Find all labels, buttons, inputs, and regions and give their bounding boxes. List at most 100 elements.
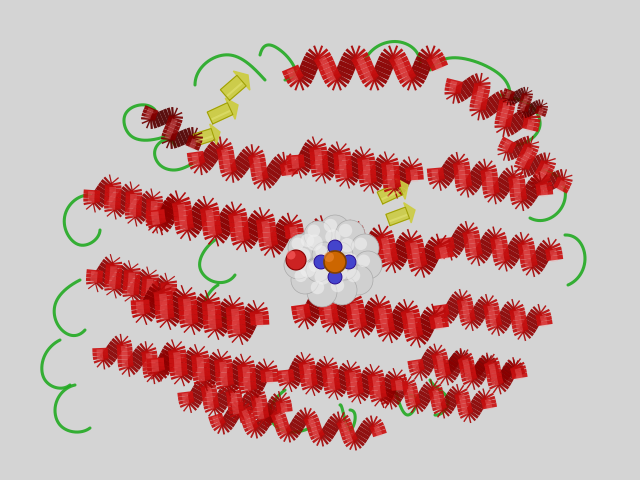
Polygon shape [485, 314, 500, 320]
Polygon shape [333, 156, 351, 161]
Polygon shape [402, 74, 417, 88]
Polygon shape [211, 402, 225, 413]
Polygon shape [282, 371, 289, 376]
Polygon shape [523, 247, 530, 252]
Polygon shape [524, 144, 540, 148]
Polygon shape [210, 229, 225, 244]
Polygon shape [407, 252, 426, 260]
Polygon shape [465, 316, 475, 330]
Polygon shape [104, 287, 121, 291]
Polygon shape [414, 330, 421, 348]
Polygon shape [257, 408, 263, 413]
Polygon shape [317, 60, 335, 72]
Polygon shape [435, 175, 447, 189]
Polygon shape [130, 211, 143, 225]
Polygon shape [338, 421, 353, 430]
Polygon shape [237, 360, 254, 368]
Polygon shape [295, 162, 302, 179]
Polygon shape [287, 369, 304, 380]
Polygon shape [232, 326, 240, 331]
Polygon shape [180, 285, 188, 303]
Polygon shape [310, 138, 323, 152]
Polygon shape [264, 243, 272, 248]
Polygon shape [102, 259, 117, 271]
Polygon shape [470, 249, 477, 254]
Polygon shape [469, 244, 476, 250]
Polygon shape [127, 292, 134, 295]
Polygon shape [302, 237, 320, 250]
Polygon shape [261, 377, 279, 383]
Polygon shape [257, 209, 270, 224]
Polygon shape [156, 210, 172, 223]
Ellipse shape [324, 252, 334, 262]
Polygon shape [540, 318, 547, 323]
Polygon shape [237, 364, 255, 370]
Polygon shape [387, 181, 395, 186]
Polygon shape [408, 324, 416, 330]
Polygon shape [258, 361, 273, 375]
Polygon shape [316, 432, 324, 446]
Polygon shape [298, 242, 310, 258]
Polygon shape [409, 260, 428, 268]
Polygon shape [203, 400, 219, 406]
Polygon shape [406, 170, 424, 176]
Polygon shape [412, 250, 419, 255]
Polygon shape [319, 56, 327, 63]
Polygon shape [365, 177, 380, 191]
Polygon shape [111, 282, 116, 299]
Polygon shape [463, 311, 470, 316]
Polygon shape [303, 363, 310, 368]
Polygon shape [371, 72, 388, 84]
Polygon shape [210, 321, 228, 334]
Polygon shape [467, 233, 474, 238]
Polygon shape [167, 209, 184, 214]
Polygon shape [305, 375, 312, 380]
Polygon shape [540, 169, 547, 176]
Ellipse shape [323, 258, 334, 270]
Polygon shape [482, 185, 499, 191]
Polygon shape [255, 397, 262, 401]
Polygon shape [490, 324, 497, 328]
Polygon shape [390, 377, 407, 384]
Polygon shape [300, 377, 317, 383]
Polygon shape [520, 162, 525, 178]
Polygon shape [243, 374, 250, 379]
Polygon shape [473, 305, 488, 316]
Polygon shape [367, 370, 383, 378]
Polygon shape [142, 193, 157, 206]
Polygon shape [509, 183, 525, 189]
Polygon shape [497, 250, 504, 255]
Polygon shape [229, 165, 244, 179]
Polygon shape [358, 250, 376, 263]
Polygon shape [395, 305, 412, 318]
Ellipse shape [347, 269, 360, 282]
Polygon shape [115, 271, 132, 284]
Polygon shape [159, 110, 168, 124]
Polygon shape [104, 280, 121, 285]
Polygon shape [526, 147, 533, 152]
Polygon shape [498, 103, 515, 111]
Polygon shape [255, 173, 262, 178]
Polygon shape [428, 384, 442, 393]
Polygon shape [442, 307, 458, 318]
Polygon shape [523, 153, 531, 159]
Polygon shape [250, 311, 269, 317]
Polygon shape [202, 396, 218, 402]
Polygon shape [300, 373, 317, 379]
Polygon shape [178, 296, 196, 302]
Polygon shape [243, 394, 258, 405]
Polygon shape [86, 269, 103, 275]
Polygon shape [530, 257, 546, 269]
Polygon shape [194, 300, 212, 312]
Polygon shape [455, 385, 464, 397]
Polygon shape [186, 214, 205, 227]
Polygon shape [406, 158, 419, 172]
Polygon shape [220, 301, 238, 314]
Polygon shape [199, 155, 215, 168]
Polygon shape [522, 124, 539, 132]
Polygon shape [141, 299, 157, 303]
Polygon shape [539, 153, 548, 168]
Polygon shape [353, 320, 361, 325]
Polygon shape [333, 376, 350, 387]
Polygon shape [454, 86, 465, 102]
